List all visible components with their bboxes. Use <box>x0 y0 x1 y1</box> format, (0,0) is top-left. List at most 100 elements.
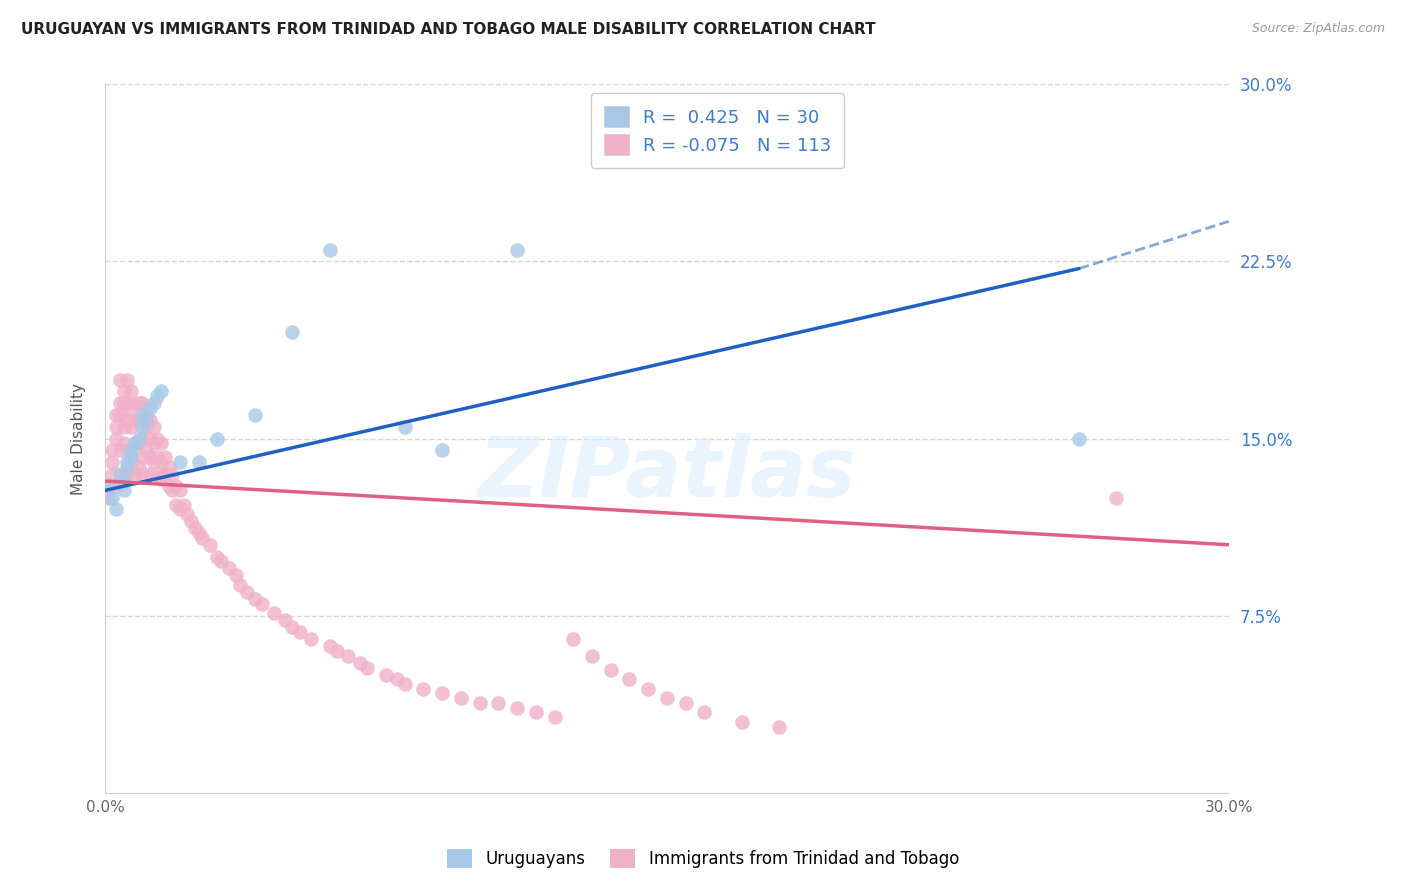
Point <box>108 408 131 422</box>
Point <box>135 412 157 426</box>
Point <box>1105 491 1128 505</box>
Point <box>105 432 128 446</box>
Point <box>128 436 150 450</box>
Text: URUGUAYAN VS IMMIGRANTS FROM TRINIDAD AND TOBAGO MALE DISABILITY CORRELATION CHA: URUGUAYAN VS IMMIGRANTS FROM TRINIDAD AN… <box>21 22 876 37</box>
Point <box>375 667 398 681</box>
Point <box>139 450 162 465</box>
Point <box>157 459 180 474</box>
Point <box>693 706 716 720</box>
Point <box>124 436 146 450</box>
Point <box>165 479 187 493</box>
Point <box>169 455 191 469</box>
Point <box>599 663 621 677</box>
Point <box>97 479 120 493</box>
Point <box>117 443 139 458</box>
Point <box>165 498 187 512</box>
Point <box>112 483 135 498</box>
Point <box>412 681 434 696</box>
Point <box>562 632 585 647</box>
Point <box>637 681 659 696</box>
Point <box>128 432 150 446</box>
Point <box>288 625 311 640</box>
Point <box>135 443 157 458</box>
Point <box>1067 432 1090 446</box>
Point <box>326 644 349 658</box>
Point <box>274 613 297 627</box>
Point <box>128 396 150 410</box>
Point <box>124 396 146 410</box>
Point <box>281 326 304 340</box>
Point <box>524 706 547 720</box>
Point <box>655 691 678 706</box>
Point <box>131 408 153 422</box>
Point <box>191 531 214 545</box>
Point <box>117 467 139 481</box>
Point <box>112 467 135 481</box>
Point <box>112 474 135 488</box>
Point <box>146 467 169 481</box>
Point <box>198 538 221 552</box>
Point <box>229 578 252 592</box>
Point <box>506 243 529 257</box>
Point <box>281 620 304 634</box>
Point <box>394 677 416 691</box>
Point <box>173 498 195 512</box>
Point <box>120 443 142 458</box>
Point <box>128 459 150 474</box>
Point <box>150 472 173 486</box>
Point <box>108 396 131 410</box>
Point <box>128 412 150 426</box>
Point <box>394 419 416 434</box>
Point <box>169 483 191 498</box>
Point <box>430 686 453 700</box>
Point <box>139 432 162 446</box>
Point <box>117 459 139 474</box>
Point <box>768 719 790 733</box>
Point <box>207 549 229 564</box>
Point <box>150 384 173 399</box>
Point <box>236 585 259 599</box>
Point <box>142 436 165 450</box>
Point <box>131 467 153 481</box>
Point <box>169 502 191 516</box>
Point <box>139 401 162 415</box>
Point <box>139 412 162 426</box>
Point <box>468 696 491 710</box>
Point <box>731 714 754 729</box>
Point <box>117 372 139 386</box>
Point <box>135 408 157 422</box>
Point <box>97 491 120 505</box>
Point <box>619 673 641 687</box>
Point <box>385 673 408 687</box>
Point <box>142 419 165 434</box>
Point <box>218 561 240 575</box>
Point <box>146 389 169 403</box>
Point <box>101 491 124 505</box>
Point <box>655 112 678 127</box>
Point <box>146 432 169 446</box>
Point <box>675 696 697 710</box>
Point <box>131 419 153 434</box>
Point <box>120 450 142 465</box>
Point <box>356 660 378 674</box>
Point <box>581 648 603 663</box>
Point <box>131 432 153 446</box>
Point <box>187 455 209 469</box>
Point <box>108 467 131 481</box>
Point <box>150 455 173 469</box>
Point <box>117 396 139 410</box>
Point <box>131 396 153 410</box>
Point <box>337 648 360 663</box>
Point <box>180 514 202 528</box>
Point <box>142 396 165 410</box>
Point <box>150 436 173 450</box>
Point <box>157 479 180 493</box>
Point <box>263 606 285 620</box>
Point <box>146 450 169 465</box>
Point <box>97 479 120 493</box>
Text: ZIPatlas: ZIPatlas <box>478 434 856 515</box>
Point <box>108 443 131 458</box>
Point <box>105 479 128 493</box>
Point <box>105 419 128 434</box>
Point <box>142 455 165 469</box>
